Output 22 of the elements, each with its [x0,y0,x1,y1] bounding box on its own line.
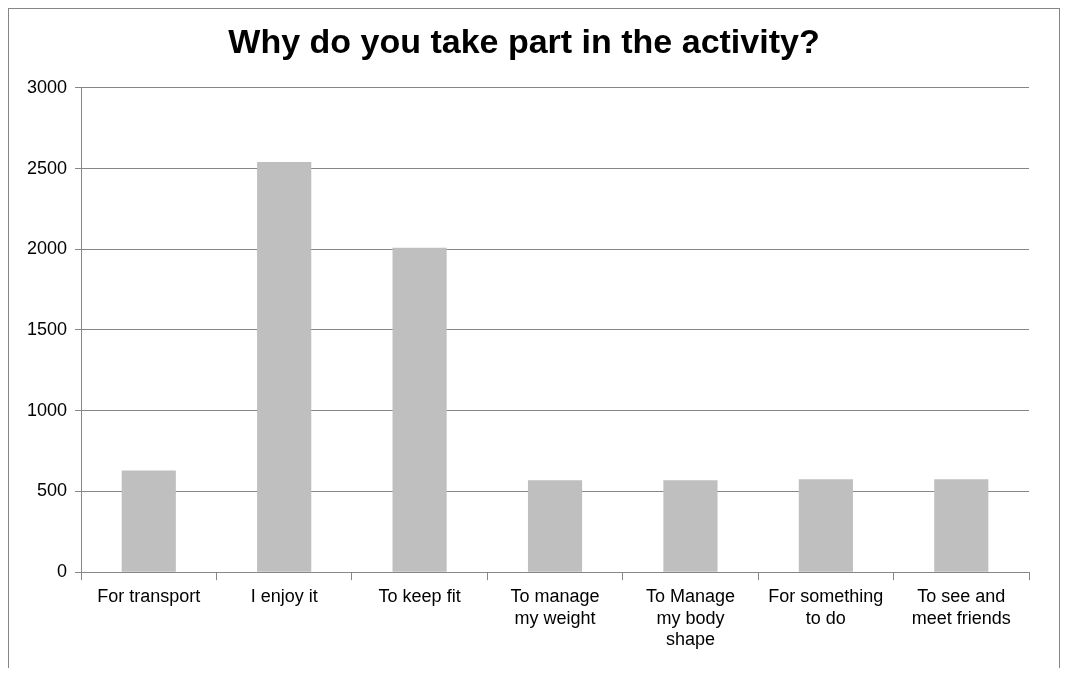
y-tick-label: 0 [57,561,68,582]
chart-title: Why do you take part in the activity? [228,21,820,60]
bar [392,247,447,572]
y-tick-label: 2500 [27,157,68,178]
y-tick-label: 1500 [27,318,68,339]
bar [527,480,583,572]
x-tick-label: I enjoy it [250,585,318,606]
y-tick-label: 500 [37,480,68,501]
bar [663,480,718,572]
bar [798,479,853,572]
x-tick-label: For transport [97,585,201,606]
x-tick-label: To manage my weight [510,585,600,628]
bar [257,162,312,572]
y-tick-label: 2000 [27,238,68,259]
x-tick-label: To Manage my body shape [645,585,735,650]
y-tick-label: 1000 [27,399,68,420]
x-tick-label: For something to do [768,585,884,628]
bar [121,470,176,572]
x-tick-label: To keep fit [378,585,461,606]
x-tick-label: To see and meet friends [911,585,1011,628]
y-tick-label: 3000 [27,76,68,97]
bar [934,479,989,572]
